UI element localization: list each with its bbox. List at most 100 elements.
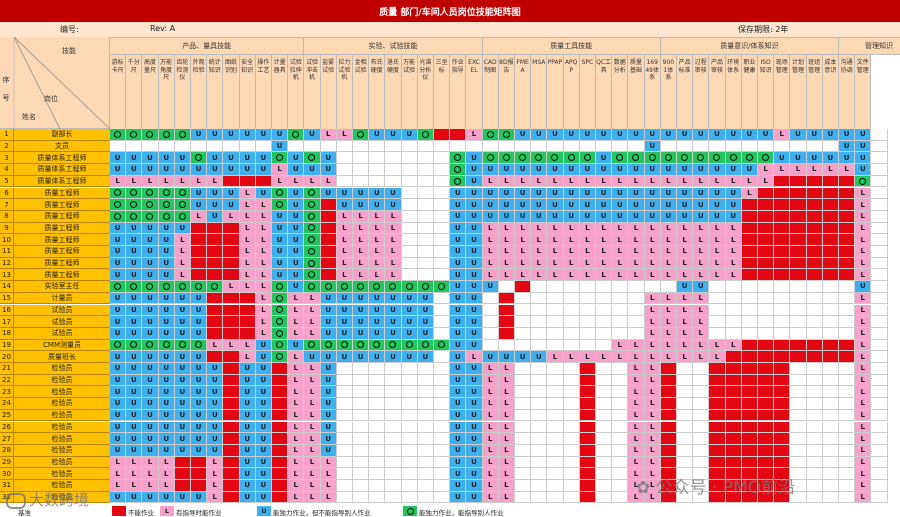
skill-level-cell: [223, 234, 240, 246]
skill-level-cell: [515, 491, 532, 504]
skill-level-cell: [450, 164, 467, 176]
remark-cell: [871, 468, 888, 480]
skill-level-cell: U: [174, 351, 191, 363]
skill-level-cell: [563, 409, 580, 422]
skill-level-cell: [612, 468, 629, 480]
circle-mark-icon: [162, 201, 170, 209]
skill-level-cell: [482, 304, 499, 317]
skill-level-cell: L: [660, 234, 677, 246]
skill-level-cell: [385, 363, 402, 375]
skill-level-cell: U: [255, 421, 272, 434]
skill-level-cell: U: [288, 222, 305, 235]
skill-level-cell: L: [304, 316, 321, 328]
skill-column-header: 外观检验: [191, 55, 208, 129]
skill-level-cell: L: [596, 175, 613, 188]
skill-level-cell: [660, 433, 677, 445]
skill-level-cell: L: [855, 409, 872, 422]
skill-level-cell: [417, 222, 434, 235]
skill-level-cell: [401, 339, 418, 352]
skill-level-cell: L: [255, 269, 272, 282]
skill-level-cell: [628, 140, 645, 153]
skill-level-cell: L: [677, 304, 694, 317]
skill-level-cell: U: [822, 152, 839, 165]
skill-level-cell: L: [644, 480, 661, 492]
skill-level-cell: [774, 363, 791, 375]
skill-level-cell: L: [304, 433, 321, 445]
circle-mark-icon: [438, 341, 446, 349]
skill-level-cell: L: [498, 491, 515, 504]
skill-level-cell: U: [709, 187, 726, 200]
skill-level-cell: [839, 491, 856, 504]
skill-level-cell: [806, 210, 823, 223]
skill-level-cell: [790, 187, 807, 200]
skill-level-cell: U: [466, 152, 483, 165]
skill-level-cell: U: [304, 164, 321, 176]
skill-level-cell: [158, 210, 175, 223]
circle-mark-icon: [421, 282, 429, 290]
skill-level-cell: L: [482, 444, 499, 457]
remark-cell: [871, 175, 888, 188]
skill-level-cell: L: [628, 468, 645, 480]
skill-level-cell: [709, 468, 726, 480]
skill-level-cell: U: [126, 398, 143, 410]
skill-level-cell: [434, 339, 451, 352]
skill-level-cell: L: [693, 304, 710, 317]
skill-level-cell: [401, 480, 418, 492]
skill-level-cell: L: [482, 480, 499, 492]
skill-level-cell: L: [660, 339, 677, 352]
skill-level-cell: [369, 491, 386, 504]
skill-level-cell: [531, 409, 548, 422]
skill-level-cell: L: [628, 269, 645, 282]
skill-level-cell: [207, 246, 224, 258]
skill-level-cell: L: [693, 351, 710, 363]
skill-level-cell: U: [547, 129, 564, 141]
skill-level-cell: [239, 292, 256, 305]
skill-level-cell: U: [142, 409, 159, 422]
skill-level-cell: U: [466, 480, 483, 492]
skill-level-cell: [434, 491, 451, 504]
skill-level-cell: L: [644, 409, 661, 422]
skill-level-cell: [417, 444, 434, 457]
circle-mark-icon: [681, 154, 689, 162]
skill-level-cell: [126, 140, 143, 153]
skill-level-cell: U: [174, 421, 191, 434]
skill-level-cell: [790, 327, 807, 340]
skill-level-cell: U: [288, 152, 305, 165]
skill-level-cell: L: [353, 246, 370, 258]
skill-level-cell: L: [855, 187, 872, 200]
skill-level-cell: L: [304, 398, 321, 410]
skill-level-cell: [839, 409, 856, 422]
skill-level-cell: [806, 491, 823, 504]
skill-level-cell: [839, 456, 856, 469]
skill-level-cell: [758, 444, 775, 457]
skill-level-cell: [741, 327, 758, 340]
skill-level-cell: U: [369, 327, 386, 340]
skill-level-cell: [272, 152, 289, 165]
skill-level-cell: U: [466, 421, 483, 434]
skill-level-cell: [725, 444, 742, 457]
skill-level-cell: U: [450, 269, 467, 282]
circle-mark-icon: [146, 212, 154, 220]
skill-level-cell: U: [320, 374, 337, 387]
skill-level-cell: [369, 468, 386, 480]
skill-level-cell: L: [644, 398, 661, 410]
skill-column-header: 产品标准: [677, 55, 694, 129]
skill-level-cell: U: [466, 374, 483, 387]
skill-level-cell: L: [774, 164, 791, 176]
skill-level-cell: U: [725, 129, 742, 141]
skill-level-cell: [790, 140, 807, 153]
skill-level-cell: L: [498, 398, 515, 410]
skill-level-cell: [660, 374, 677, 387]
skill-level-cell: L: [709, 234, 726, 246]
skill-level-cell: U: [693, 210, 710, 223]
skill-level-cell: [223, 409, 240, 422]
watermark-logo-icon: [6, 492, 26, 509]
skill-level-cell: [709, 140, 726, 153]
skill-level-cell: [466, 140, 483, 153]
skill-level-cell: [693, 468, 710, 480]
skill-level-cell: [758, 433, 775, 445]
skill-level-cell: L: [288, 386, 305, 399]
skill-level-cell: [272, 374, 289, 387]
skill-level-cell: [855, 175, 872, 188]
circle-mark-icon: [745, 154, 753, 162]
